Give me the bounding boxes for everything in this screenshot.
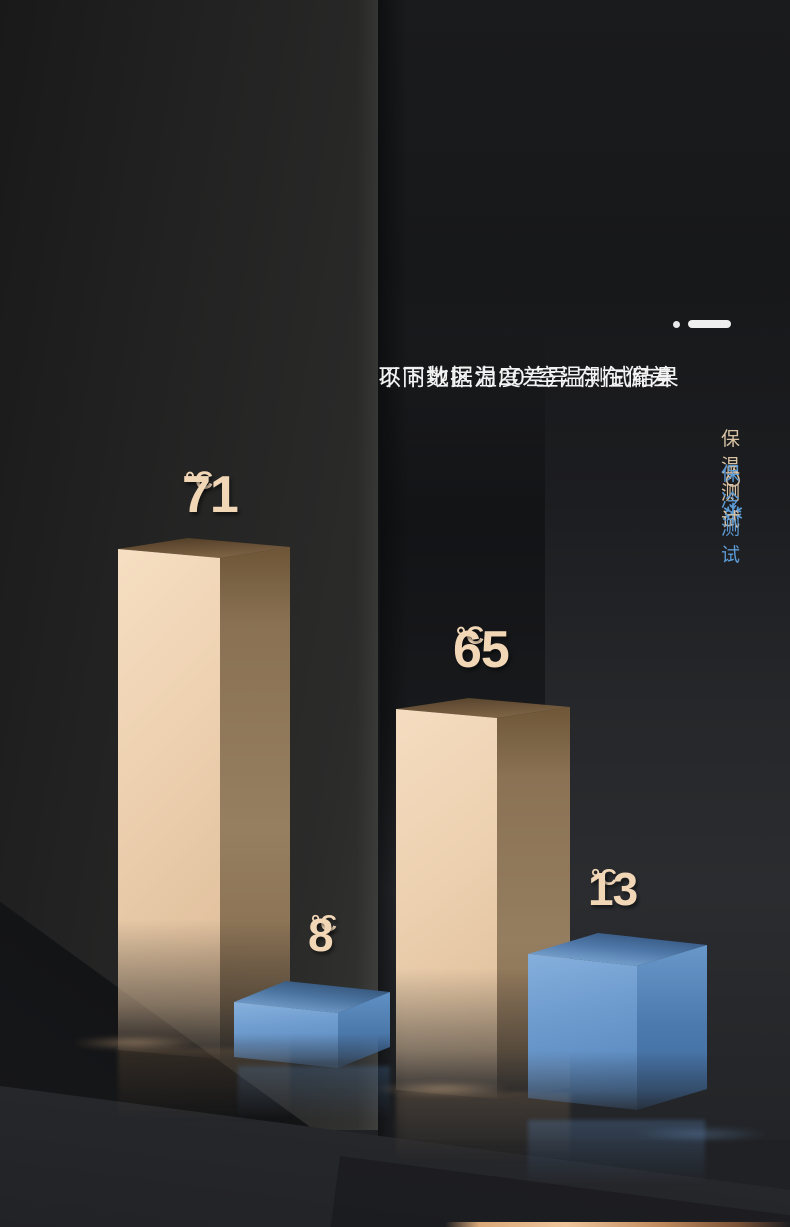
bar-13-floor-glow [630, 1126, 770, 1142]
legend-label-heat: 保温测试 [721, 429, 742, 531]
bar-value: 65 [453, 621, 510, 679]
bar-value: 13 [588, 863, 638, 915]
bar-label-13c: 13 °C [588, 864, 638, 913]
snowflake-icon [722, 502, 744, 524]
bar-71-reflection [118, 1048, 290, 1133]
bar-label-65c: 65 °C [453, 622, 510, 677]
wall-corner-highlight [356, 0, 378, 1130]
bottom-section-edge [445, 1222, 790, 1227]
subtitle-line-2: 不同地区温度差异 存在偏差 [378, 364, 674, 390]
bar-65-reflection [396, 1092, 570, 1172]
bar-unit: °C [456, 622, 485, 650]
dash-decoration [688, 320, 731, 328]
legend-item-heat: 保温测试 [721, 429, 745, 531]
title-line-2: 保温保冷两相宜 [742, 145, 790, 700]
bar-label-8c: 8 °C [308, 910, 337, 959]
bar-unit: °C [311, 910, 337, 936]
legend-label-cold: 保冷测试 [721, 464, 742, 566]
chart-legend: 保温测试 保冷测试 [721, 429, 745, 566]
bar-unit: °C [591, 864, 617, 890]
bar-unit: °C [185, 467, 214, 495]
flame-icon [725, 468, 740, 487]
bar-label-71c: 71 °C [182, 467, 239, 522]
bar-13-reflection [528, 1120, 705, 1192]
bar-value: 71 [182, 466, 239, 524]
dot-decoration [673, 321, 680, 328]
bar-value: 8 [308, 909, 334, 961]
bar-8-reflection [238, 1066, 390, 1124]
legend-item-cold: 保冷测试 [721, 464, 745, 566]
subtitle-line-1: 以下数据为20°室温测试结果 [378, 364, 680, 390]
